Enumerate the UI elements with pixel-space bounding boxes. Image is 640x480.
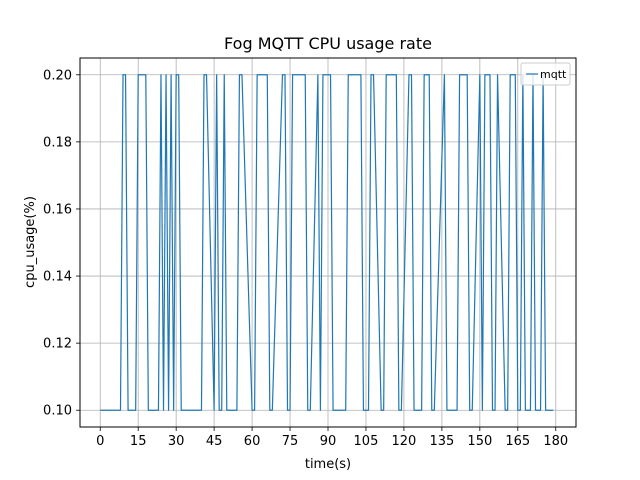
x-tick-label: 75 xyxy=(282,434,299,449)
x-axis-ticks: 0 15 30 45 60 75 90 105 120 135 150 165 180 xyxy=(96,427,568,449)
series-lines xyxy=(100,74,554,411)
y-axis-label: cpu_usage(%) xyxy=(23,196,38,288)
legend-box xyxy=(520,62,571,86)
y-tick-label: 0.14 xyxy=(43,270,72,285)
legend: mqtt xyxy=(520,62,571,86)
x-tick-label: 0 xyxy=(96,434,104,449)
x-tick-label: 180 xyxy=(543,434,568,449)
series-line-mqtt xyxy=(100,74,554,411)
y-tick-label: 0.18 xyxy=(43,135,72,150)
x-tick-label: 30 xyxy=(168,434,185,449)
x-tick-label: 120 xyxy=(392,434,417,449)
y-tick-label: 0.20 xyxy=(43,68,72,83)
x-tick-label: 150 xyxy=(467,434,492,449)
x-tick-label: 90 xyxy=(320,434,337,449)
x-tick-label: 60 xyxy=(244,434,261,449)
chart-title: Fog MQTT CPU usage rate xyxy=(224,34,432,53)
legend-label-mqtt: mqtt xyxy=(540,68,567,81)
x-axis-label: time(s) xyxy=(305,457,351,472)
y-tick-label: 0.10 xyxy=(43,404,72,419)
x-tick-label: 45 xyxy=(206,434,223,449)
x-tick-label: 15 xyxy=(130,434,147,449)
x-tick-label: 165 xyxy=(505,434,530,449)
x-tick-label: 105 xyxy=(354,434,379,449)
y-axis-ticks: 0.10 0.12 0.14 0.16 0.18 0.20 xyxy=(43,68,80,419)
y-tick-label: 0.12 xyxy=(43,337,72,352)
x-tick-label: 135 xyxy=(429,434,454,449)
y-tick-label: 0.16 xyxy=(43,202,72,217)
